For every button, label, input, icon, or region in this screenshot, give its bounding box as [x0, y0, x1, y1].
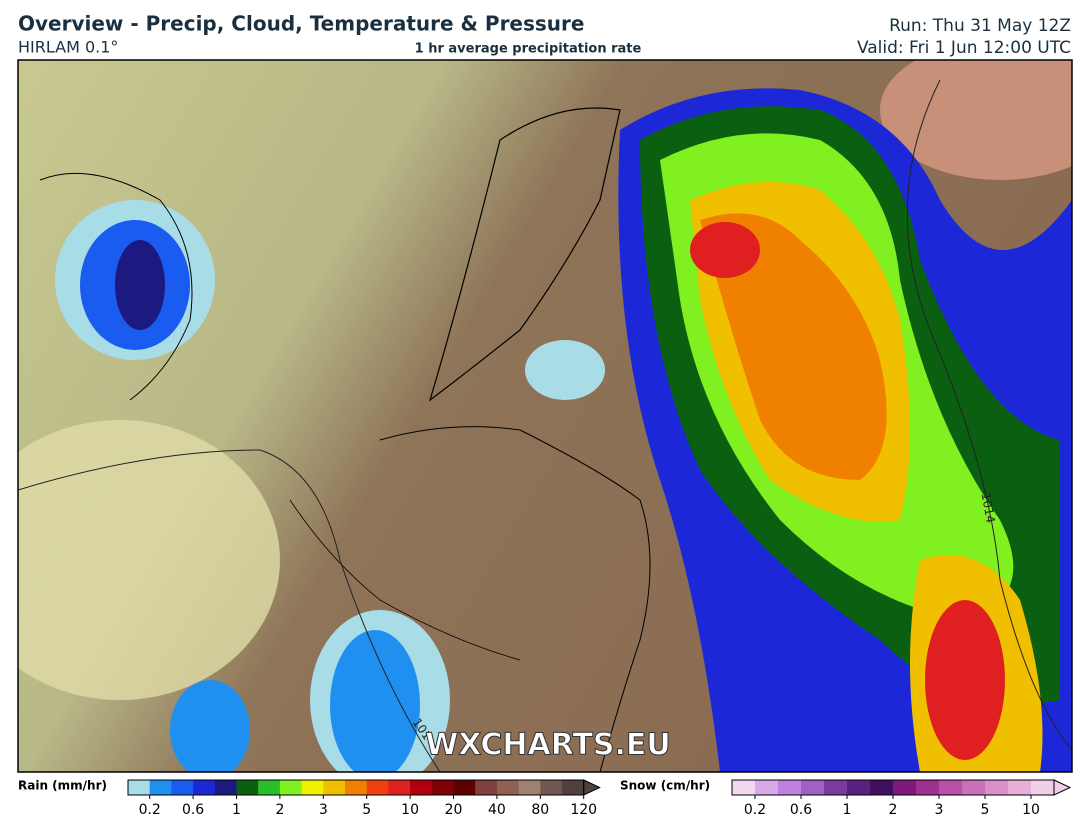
rain-tick-label: 2 [275, 802, 284, 818]
snow-tick-label: 1 [843, 802, 852, 818]
isobar-label: 1014 [979, 492, 998, 525]
snow-color-step [824, 780, 848, 795]
isobar [18, 449, 441, 772]
cloud-field [18, 420, 280, 700]
rain-tick-label: 40 [488, 802, 506, 818]
snow-color-step [870, 780, 894, 795]
snow-tick-label: 0.2 [744, 802, 766, 818]
rain-legend-label: Rain (mm/hr) [18, 779, 107, 793]
rain-color-step [214, 780, 237, 795]
rain-tick-label: 120 [570, 802, 597, 818]
rain-color-step [366, 780, 389, 795]
snow-tick-label: 2 [889, 802, 898, 818]
snow-extend-arrow [1053, 779, 1072, 796]
rain-bar-frame [127, 779, 585, 796]
rain-tick-label: 20 [445, 802, 463, 818]
rain-tick-label: 0.6 [182, 802, 204, 818]
rain-tick-label: 5 [362, 802, 371, 818]
snow-legend-label: Snow (cm/hr) [620, 779, 710, 793]
border [289, 499, 521, 661]
snow-tick-label: 10 [1022, 802, 1040, 818]
rain-color-step [128, 780, 151, 795]
rain-color-step [453, 780, 476, 795]
snow-color-step [1031, 780, 1055, 795]
precip-area [700, 213, 887, 481]
snow-color-step [778, 780, 802, 795]
snow-color-step [893, 780, 917, 795]
rain-color-step [496, 780, 520, 795]
valid-time: Valid: Fri 1 Jun 12:00 UTC [857, 38, 1071, 58]
coastline [428, 107, 621, 402]
rain-tick-label: 0.2 [139, 802, 161, 818]
snow-color-step [732, 780, 756, 795]
title: Overview - Precip, Cloud, Temperature & … [18, 12, 584, 36]
map-area: 1014 101 WXCHARTS.EU [18, 60, 1072, 772]
snow-color-step [847, 780, 871, 795]
rain-color-step [518, 780, 541, 795]
rain-extend-arrow [583, 779, 601, 796]
precip-area [170, 680, 250, 772]
rain-color-step [345, 780, 368, 795]
rain-color-step [410, 780, 433, 795]
rain-tick-label: 80 [531, 802, 549, 818]
map-frame [17, 59, 1073, 773]
isobar [906, 79, 1072, 751]
snow-tick-label: 3 [935, 802, 944, 818]
rain-tick-label: 3 [319, 802, 328, 818]
snow-color-step [1008, 780, 1032, 795]
snow-color-step [939, 780, 963, 795]
rain-color-step [431, 780, 454, 795]
snow-color-step [755, 780, 779, 795]
rain-tick-label: 1 [232, 802, 241, 818]
snow-tick-label: 0.6 [790, 802, 812, 818]
rain-color-step [258, 780, 281, 795]
coastline [39, 172, 193, 401]
run-time: Run: Thu 31 May 12Z [889, 16, 1071, 36]
rain-color-step [301, 780, 324, 795]
precip-area [525, 340, 605, 400]
rain-color-step [475, 780, 498, 795]
snow-color-step [985, 780, 1009, 795]
subtitle: 1 hr average precipitation rate [415, 42, 642, 57]
snow-color-step [962, 780, 986, 795]
snow-color-step [801, 780, 825, 795]
precip-area [115, 240, 165, 330]
cloud-field [880, 60, 1072, 180]
model: HIRLAM 0.1° [18, 38, 118, 57]
precip-area [925, 600, 1005, 760]
rain-color-step [236, 780, 259, 795]
watermark: WXCHARTS.EU [425, 728, 671, 763]
rain-color-step [323, 780, 346, 795]
rain-color-step [149, 780, 172, 795]
rain-color-step [540, 780, 563, 795]
precip-area [330, 630, 420, 772]
rain-color-step [562, 780, 585, 795]
rain-color-step [193, 780, 216, 795]
rain-color-step [171, 780, 194, 795]
rain-color-step [279, 780, 303, 795]
precip-area [690, 222, 760, 278]
border [379, 426, 651, 772]
rain-tick-label: 10 [401, 802, 419, 818]
snow-color-step [916, 780, 940, 795]
rain-color-step [388, 780, 411, 795]
snow-tick-label: 5 [981, 802, 990, 818]
